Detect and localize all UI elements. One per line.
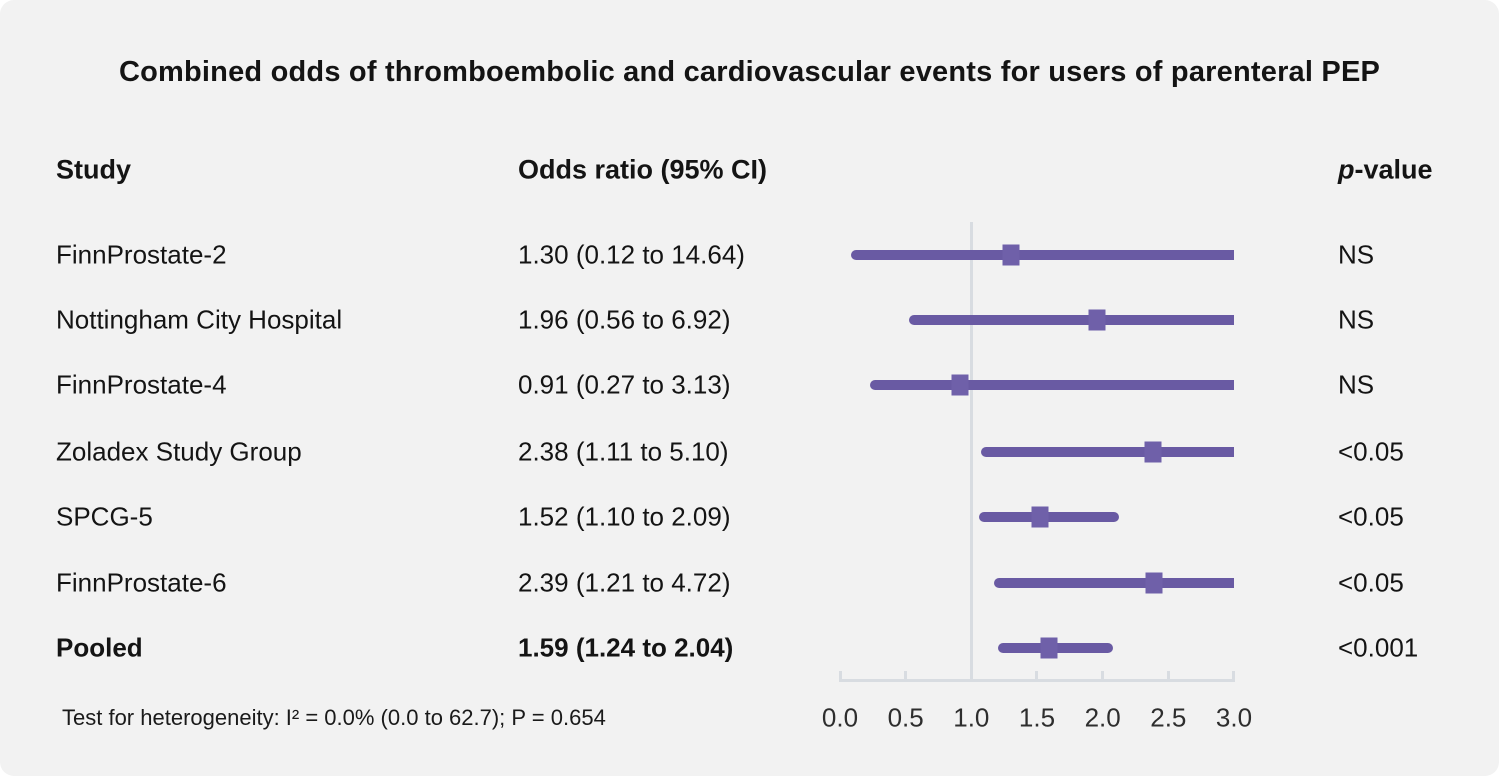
x-axis-tick-label: 0.0: [821, 702, 859, 733]
x-axis-tick-label: 3.0: [1215, 702, 1253, 733]
p-value-label: <0.05: [1338, 501, 1404, 532]
odds-ratio-label: 1.52 (1.10 to 2.09): [518, 501, 731, 532]
p-value-label: NS: [1338, 239, 1375, 270]
ci-line: [870, 380, 1234, 390]
p-value-header-rest: -value: [1354, 154, 1433, 185]
study-label: FinnProstate-4: [56, 369, 227, 400]
column-header-p-value: p-value: [1338, 155, 1433, 186]
p-value-label: NS: [1338, 369, 1375, 400]
p-value-label: NS: [1338, 304, 1375, 335]
odds-ratio-label: 1.96 (0.56 to 6.92): [518, 304, 731, 335]
x-axis-tick-label: 1.5: [1018, 702, 1056, 733]
or-square-marker: [1031, 506, 1049, 528]
or-square-marker: [1040, 637, 1058, 659]
column-header-odds-ratio-label: Odds ratio (95% CI): [518, 154, 768, 185]
odds-ratio-label: 2.38 (1.11 to 5.10): [518, 436, 729, 467]
odds-ratio-label: 0.91 (0.27 to 3.13): [518, 369, 731, 400]
x-axis-tick: [838, 671, 842, 680]
study-label: Zoladex Study Group: [56, 436, 302, 467]
ci-line: [979, 512, 1120, 522]
column-header-study-label: Study: [56, 154, 132, 185]
ci-line: [980, 447, 1234, 457]
x-axis-tick: [1166, 671, 1170, 680]
odds-ratio-label: 2.39 (1.21 to 4.72): [518, 567, 731, 598]
or-square-marker: [1088, 309, 1106, 331]
ci-line: [993, 578, 1234, 588]
or-square-marker: [1002, 244, 1020, 266]
p-value-label: <0.05: [1338, 567, 1404, 598]
x-axis-tick-label: 0.5: [887, 702, 924, 733]
x-axis-tick-label: 1.0: [953, 702, 990, 733]
x-axis-tick: [1035, 671, 1039, 680]
or-square-marker: [1144, 441, 1162, 463]
x-axis-baseline: [838, 679, 1236, 682]
study-label: Nottingham City Hospital: [56, 304, 343, 335]
heterogeneity-footnote: Test for heterogeneity: I² = 0.0% (0.0 t…: [62, 705, 606, 730]
chart-title: Combined odds of thromboembolic and card…: [118, 56, 1381, 88]
p-value-label: <0.05: [1338, 436, 1404, 467]
x-axis-tick: [1232, 671, 1236, 680]
study-label: SPCG-5: [56, 501, 153, 532]
odds-ratio-label: 1.59 (1.24 to 2.04): [518, 632, 734, 663]
ci-line: [850, 250, 1234, 260]
x-axis-tick-label: 2.5: [1150, 702, 1187, 733]
study-label: FinnProstate-2: [56, 239, 227, 270]
column-header-odds-ratio: Odds ratio (95% CI): [518, 155, 767, 186]
p-value-header-italic-p: p: [1338, 154, 1355, 185]
study-label: Pooled: [56, 632, 143, 663]
reference-line: [969, 222, 973, 682]
study-label: FinnProstate-6: [56, 567, 227, 598]
x-axis-tick: [904, 671, 908, 680]
or-square-marker: [951, 374, 968, 396]
odds-ratio-label: 1.30 (0.12 to 14.64): [518, 239, 745, 270]
or-square-marker: [1145, 572, 1163, 594]
p-value-label: <0.001: [1338, 632, 1419, 663]
ci-line: [908, 315, 1234, 325]
x-axis-tick-label: 2.0: [1084, 702, 1121, 733]
column-header-study: Study: [56, 155, 131, 186]
x-axis-tick: [1101, 671, 1105, 680]
